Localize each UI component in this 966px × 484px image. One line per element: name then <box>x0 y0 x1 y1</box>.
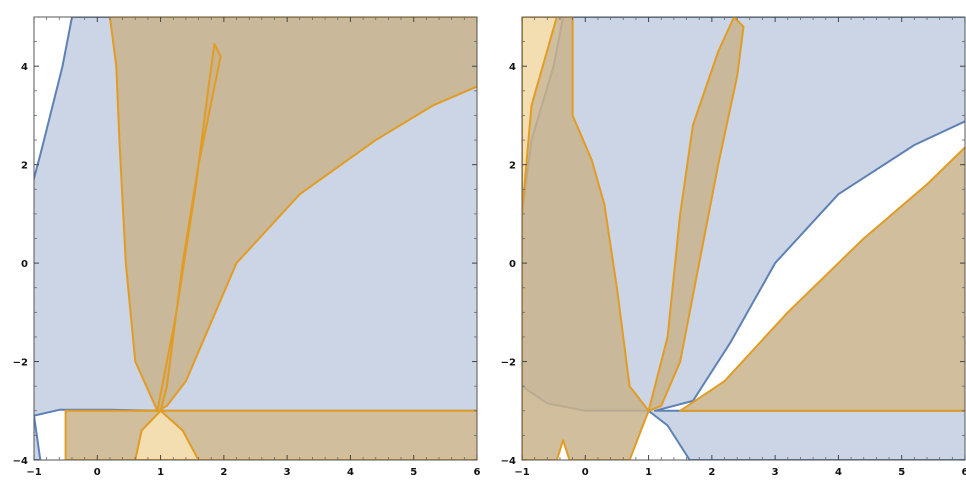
y-tick-label: 0 <box>509 259 516 270</box>
region-series2-2 <box>134 43 222 412</box>
x-tick-label: −1 <box>26 467 41 478</box>
x-tick-label: 0 <box>94 467 101 478</box>
region-series2-2 <box>647 17 745 412</box>
x-tick-label: 1 <box>157 467 164 478</box>
y-tick-label: −2 <box>501 358 516 369</box>
y-tick-label: 0 <box>21 259 28 270</box>
x-tick-label: −1 <box>514 467 529 478</box>
y-tick-label: −4 <box>13 456 28 467</box>
region-series2-1 <box>108 17 477 412</box>
x-tick-label: 3 <box>772 467 779 478</box>
y-tick-label: −4 <box>501 456 516 467</box>
x-tick-label: 5 <box>898 467 905 478</box>
region-series2-3 <box>679 146 965 412</box>
region-series2-1 <box>522 17 650 460</box>
chart-panel-1: −1 0 1 2 3 4 5 6 −4 −2 0 2 4 <box>13 16 481 478</box>
y-tick-label: 4 <box>509 62 516 73</box>
region-highlight <box>134 409 200 460</box>
x-tick-label: 6 <box>962 467 966 478</box>
x-tick-label: 1 <box>645 467 652 478</box>
x-tick-label: 6 <box>474 467 481 478</box>
chart-panel-2: −1 0 1 2 3 4 5 6 −4 −2 0 2 4 <box>501 16 966 478</box>
x-tick-label: 0 <box>582 467 589 478</box>
y-tick-label: 4 <box>21 62 28 73</box>
x-tick-label: 3 <box>284 467 291 478</box>
x-tick-label: 4 <box>347 467 354 478</box>
x-tick-label: 2 <box>220 467 227 478</box>
x-tick-label: 4 <box>835 467 842 478</box>
region-series2-3 <box>64 409 477 460</box>
y-tick-label: −2 <box>13 358 28 369</box>
y-tick-label: 2 <box>21 161 28 172</box>
plot-area <box>522 17 965 460</box>
y-tick-label: 2 <box>509 161 516 172</box>
x-tick-label: 5 <box>410 467 417 478</box>
x-tick-label: 2 <box>708 467 715 478</box>
plot-area <box>34 17 477 460</box>
region-highlight <box>522 17 558 460</box>
